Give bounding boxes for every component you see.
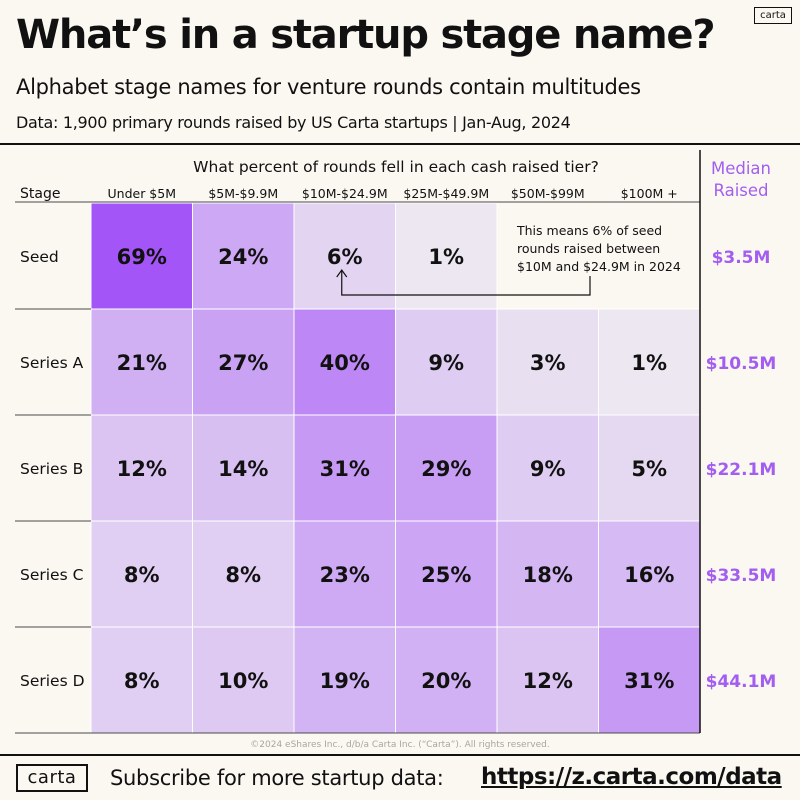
cell-value-label: 8% [124,563,160,587]
heatmap-cell [293,520,396,628]
cell-value-label: 69% [117,245,167,269]
median-raised-value: $3.5M [712,248,771,268]
column-header: $10M-$24.9M [302,186,388,201]
row-label: Series B [20,460,83,478]
top-divider [0,143,800,145]
cell-value-label: 9% [530,457,566,481]
annotation-text: $10M and $24.9M in 2024 [517,259,681,274]
cell-value-label: 10% [218,669,268,693]
column-header: Under $5M [108,186,177,201]
row-label: Series D [20,672,85,690]
cell-value-label: 12% [523,669,573,693]
heatmap-cell [192,520,295,628]
heatmap-cell [293,414,396,522]
cell-value-label: 8% [124,669,160,693]
cell-value-label: 19% [320,669,370,693]
heatmap-cell [598,308,701,416]
column-header: $50M-$99M [511,186,585,201]
cell-value-label: 40% [320,351,370,375]
heatmap-cell [293,308,396,416]
cell-value-label: 1% [631,351,667,375]
cell-value-label: 3% [530,351,566,375]
cell-value-label: 18% [523,563,573,587]
cell-value-label: 8% [225,563,261,587]
subscribe-text: Subscribe for more startup data: [110,766,444,790]
heatmap-cell [192,202,295,310]
page-subtitle: Alphabet stage names for venture rounds … [16,75,641,99]
bottom-divider [0,754,800,756]
heatmap-cell [496,520,599,628]
median-raised-value: $22.1M [706,460,777,480]
median-raised-value: $10.5M [706,354,777,374]
median-raised-value: $33.5M [706,566,777,586]
cell-value-label: 5% [631,457,667,481]
cell-value-label: 31% [320,457,370,481]
cell-value-label: 16% [624,563,674,587]
cell-value-label: 25% [421,563,471,587]
annotation-text: This means 6% of seed [516,223,662,238]
carta-logo-top: carta [754,7,792,24]
cell-value-label: 21% [117,351,167,375]
copyright-notice: ©2024 eShares Inc., d/b/a Carta Inc. (“C… [250,740,550,750]
annotation-connector [341,271,591,296]
heatmap-cell [395,202,498,310]
data-source-note: Data: 1,900 primary rounds raised by US … [16,113,571,132]
cell-value-label: 12% [117,457,167,481]
chart-title: What percent of rounds fell in each cash… [193,158,599,176]
carta-logo-bottom: carta [16,764,88,792]
median-header: Median [711,159,771,178]
heatmap-cell [395,414,498,522]
stage-column-header: Stage [20,186,60,202]
subscribe-link[interactable]: https://z.carta.com/data [481,764,782,790]
column-header: $25M-$49.9M [403,186,489,201]
heatmap-cell [598,414,701,522]
column-header: $5M-$9.9M [208,186,278,201]
cell-value-label: 29% [421,457,471,481]
median-raised-value: $44.1M [706,672,777,692]
heatmap-cell [395,308,498,416]
heatmap-cell [598,520,701,628]
row-label: Series A [20,354,84,372]
cell-value-label: 6% [327,245,363,269]
cell-value-label: 9% [428,351,464,375]
cell-value-label: 20% [421,669,471,693]
heatmap-cell [90,202,193,310]
heatmap-cell [90,414,193,522]
cell-value-label: 14% [218,457,268,481]
median-header: Raised [713,181,768,200]
heatmap-cell [90,308,193,416]
heatmap-cell [496,308,599,416]
annotation-arrowhead [336,268,348,278]
cell-value-label: 31% [624,669,674,693]
page-title: What’s in a startup stage name? [16,12,716,58]
cell-value-label: 1% [428,245,464,269]
cell-value-label: 23% [320,563,370,587]
heatmap-cell [90,626,193,734]
cell-value-label: 24% [218,245,268,269]
annotation-text: rounds raised between [517,241,660,256]
row-label: Seed [20,248,59,266]
cell-value-label: 27% [218,351,268,375]
heatmap-cell [496,626,599,734]
column-header: $100M + [621,186,678,201]
heatmap-cell [395,520,498,628]
heatmap-cell [192,414,295,522]
heatmap-cell [90,520,193,628]
row-label: Series C [20,566,83,584]
heatmap-cell [192,626,295,734]
heatmap-cell [496,414,599,522]
heatmap-cell [293,202,396,310]
